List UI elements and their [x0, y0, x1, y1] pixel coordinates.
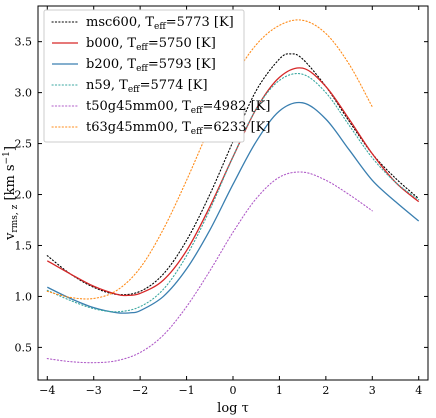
y-tick-label: 1.5 — [15, 239, 33, 252]
y-axis-label: vrms, z [km s−1] — [2, 146, 20, 241]
x-tick-label: 1 — [276, 384, 283, 397]
legend-entry-t50g45mm00: t50g45mm00, Teff=4982 [K] — [86, 99, 270, 116]
x-tick-label: 0 — [230, 384, 237, 397]
legend: msc600, Teff=5773 [K] b000, Teff=5750 [K]… — [43, 9, 270, 143]
axis-ticks — [38, 6, 428, 380]
legend-box — [43, 9, 245, 143]
legend-entry-b000: b000, Teff=5750 [K] — [86, 36, 216, 53]
legend-entry-n59: n59, Teff=5774 [K] — [86, 78, 208, 95]
x-tick-label: 3 — [369, 384, 376, 397]
x-tick-label: −4 — [39, 384, 55, 397]
legend-entry-t63g45mm00: t63g45mm00, Teff=6233 [K] — [86, 120, 270, 137]
y-tick-label: 0.5 — [15, 341, 33, 354]
x-tick-label: −2 — [132, 384, 148, 397]
series-line-t50g45mm00 — [46, 171, 373, 364]
legend-entry-msc600: msc600, Teff=5773 [K] — [86, 15, 234, 32]
y-tick-label: 2.5 — [15, 138, 33, 151]
x-tick-label: 4 — [415, 384, 422, 397]
y-tick-label: 1.0 — [15, 290, 33, 303]
y-tick-labels: 0.5 1.0 1.5 2.0 2.5 3.0 3.5 — [15, 36, 33, 355]
y-tick-label: 3.5 — [15, 36, 33, 49]
y-tick-label: 3.0 — [15, 87, 33, 100]
x-tick-label: −1 — [178, 384, 194, 397]
x-tick-labels: −4 −3 −2 −1 0 1 2 3 4 — [39, 384, 422, 397]
x-axis-label: log τ — [217, 401, 249, 416]
legend-entry-b200: b200, Teff=5793 [K] — [86, 57, 216, 74]
series-line-n59 — [46, 73, 420, 313]
x-tick-label: 2 — [322, 384, 329, 397]
series-line-b200 — [47, 101, 420, 314]
y-tick-label: 2.0 — [15, 189, 33, 202]
x-tick-label: −3 — [86, 384, 102, 397]
